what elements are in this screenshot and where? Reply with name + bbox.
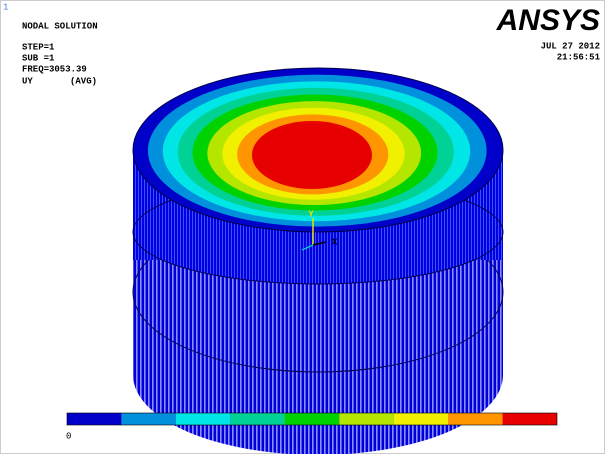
window-number: 1 xyxy=(3,2,8,12)
result: UY xyxy=(22,76,33,86)
logo: ANSYS xyxy=(496,4,600,37)
legend-swatch xyxy=(339,413,393,425)
freq: FREQ=3053.39 xyxy=(22,64,87,74)
triad-y-label: Y xyxy=(308,209,314,219)
triad-x-label: X xyxy=(332,237,338,247)
time: 21:56:51 xyxy=(557,52,601,62)
ansys-window: 1 NODAL SOLUTION STEP=1 SUB =1 FREQ=3053… xyxy=(0,0,605,454)
step: STEP=1 xyxy=(22,42,55,52)
legend-swatch xyxy=(176,413,230,425)
date: JUL 27 2012 xyxy=(541,41,600,51)
legend xyxy=(67,413,557,425)
legend-swatch xyxy=(285,413,339,425)
legend-swatch xyxy=(503,413,557,425)
legend-min: 0 xyxy=(66,431,71,441)
legend-swatch xyxy=(121,413,175,425)
contours xyxy=(133,68,503,232)
legend-swatch xyxy=(448,413,502,425)
title: NODAL SOLUTION xyxy=(22,21,98,31)
legend-swatch xyxy=(67,413,121,425)
contour-band xyxy=(252,121,372,189)
avg: (AVG) xyxy=(70,76,97,86)
legend-swatch xyxy=(394,413,448,425)
sub: SUB =1 xyxy=(22,53,55,63)
legend-swatch xyxy=(230,413,284,425)
